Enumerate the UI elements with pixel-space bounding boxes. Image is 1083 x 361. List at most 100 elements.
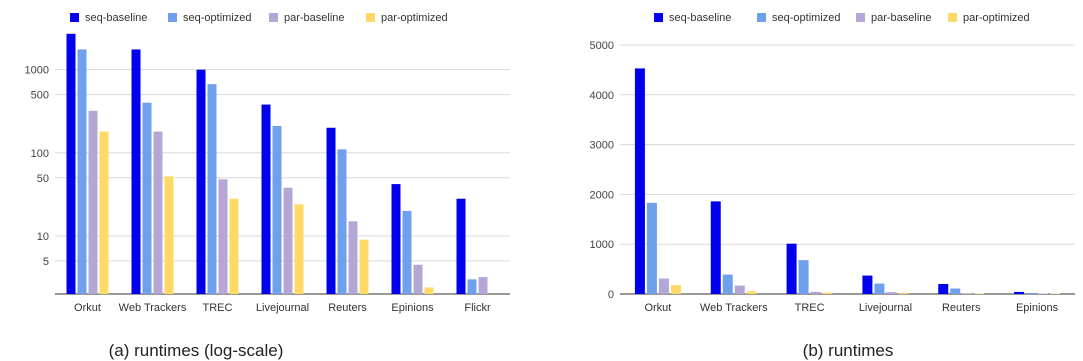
bar-reuters-par-optimized (974, 293, 985, 294)
legend-label-seq-optimized: seq-optimized (772, 12, 840, 24)
x-tick-label-reuters: Reuters (328, 302, 367, 314)
x-tick-label-orkut: Orkut (644, 302, 671, 314)
bar-orkut-seq-baseline (634, 68, 645, 294)
bar-epinions-par-optimized (1050, 293, 1061, 294)
bar-web-trackers-par-optimized (164, 176, 174, 294)
bar-reuters-seq-baseline (938, 284, 949, 294)
legend-swatch-seq-baseline (70, 13, 79, 22)
bar-trec-par-baseline (810, 291, 821, 294)
bar-reuters-seq-optimized (337, 149, 347, 294)
x-axis-b: Orkut Web Trackers TREC Livejournal Reuters E… (644, 302, 1058, 314)
bar-trec-par-optimized (229, 198, 239, 294)
legend-swatch-seq-baseline (654, 13, 663, 22)
bar-trec-par-optimized (822, 292, 833, 294)
bar-epinions-seq-optimized (402, 210, 412, 294)
x-tick-label-epinions: Epinions (391, 302, 434, 314)
bar-web-trackers-seq-baseline (131, 49, 141, 294)
bar-livejournal-seq-baseline (261, 104, 271, 294)
bar-livejournal-seq-baseline (862, 275, 873, 294)
bar-web-trackers-seq-optimized (142, 102, 152, 295)
bar-trec-par-baseline (218, 179, 228, 294)
bar-orkut-par-baseline (658, 278, 669, 294)
bar-trec-seq-optimized (798, 260, 809, 294)
legend-swatch-par-optimized (366, 13, 375, 22)
legend-label-par-baseline: par-baseline (871, 12, 932, 24)
bar-web-trackers-seq-optimized (722, 274, 733, 294)
x-tick-label-web-trackers: Web Trackers (119, 302, 187, 314)
x-tick-label-trec: TREC (795, 302, 825, 314)
x-tick-label-livejournal: Livejournal (859, 302, 912, 314)
bar-epinions-seq-baseline (1014, 291, 1025, 294)
y-tick-label-100: 100 (31, 148, 49, 160)
caption-b: (b) runtimes (803, 341, 894, 360)
bar-livejournal-seq-optimized (272, 125, 282, 295)
x-tick-label-reuters: Reuters (942, 302, 981, 314)
bar-epinions-par-optimized (424, 287, 434, 294)
legend-swatch-par-baseline (269, 13, 278, 22)
x-axis-a: Orkut Web Trackers TREC Livejournal Reuters E… (74, 302, 491, 314)
bar-livejournal-par-baseline (886, 292, 897, 294)
bar-orkut-par-baseline (88, 110, 98, 294)
bars-b (634, 68, 1061, 294)
y-tick-label-4000: 4000 (590, 90, 614, 102)
y-tick-label-5000: 5000 (590, 40, 614, 52)
bar-epinions-par-baseline (413, 264, 423, 294)
x-tick-label-livejournal: Livejournal (256, 302, 309, 314)
bar-reuters-seq-baseline (326, 127, 336, 294)
chart-runtimes-linear: seq-baseline seq-optimized par-baseline par… (590, 12, 1075, 360)
chart-runtimes-log-scale: seq-baseline seq-optimized par-baseline par… (25, 12, 510, 360)
legend-label-seq-optimized: seq-optimized (183, 12, 251, 24)
gridlines-a (55, 69, 510, 295)
legend-a: seq-baseline seq-optimized par-baseline par… (70, 12, 448, 24)
bar-flickr-par-baseline (478, 277, 488, 294)
bar-orkut-par-optimized (99, 131, 109, 294)
bar-web-trackers-seq-baseline (710, 201, 721, 294)
legend-label-seq-baseline: seq-baseline (85, 12, 147, 24)
bar-reuters-par-baseline (962, 293, 973, 294)
bar-flickr-seq-optimized (467, 279, 477, 294)
legend-label-par-baseline: par-baseline (284, 12, 345, 24)
bar-reuters-par-optimized (359, 239, 369, 294)
y-tick-label-5: 5 (43, 256, 49, 268)
legend-swatch-par-optimized (948, 13, 957, 22)
legend-swatch-par-baseline (856, 13, 865, 22)
bars-a (66, 33, 488, 295)
bar-web-trackers-par-optimized (746, 291, 757, 294)
y-tick-label-3000: 3000 (590, 140, 614, 152)
x-tick-label-web-trackers: Web Trackers (700, 302, 768, 314)
gridlines-b (620, 44, 1075, 295)
legend-swatch-seq-optimized (168, 13, 177, 22)
bar-web-trackers-par-baseline (734, 285, 745, 294)
bar-trec-seq-baseline (786, 243, 797, 294)
bar-orkut-par-optimized (670, 285, 681, 294)
bar-epinions-seq-baseline (391, 184, 401, 294)
bar-livejournal-par-optimized (898, 292, 909, 294)
bar-epinions-par-baseline (1038, 293, 1049, 294)
bar-orkut-seq-optimized (646, 202, 657, 294)
y-tick-label-1000: 1000 (25, 65, 49, 77)
x-tick-label-orkut: Orkut (74, 302, 101, 314)
bar-orkut-seq-optimized (77, 49, 87, 294)
x-tick-label-epinions: Epinions (1016, 302, 1059, 314)
legend-label-par-optimized: par-optimized (381, 12, 448, 24)
bar-trec-seq-optimized (207, 84, 217, 294)
legend-b: seq-baseline seq-optimized par-baseline par… (654, 12, 1030, 24)
y-tick-label-50: 50 (37, 173, 49, 185)
x-tick-label-trec: TREC (203, 302, 233, 314)
x-tick-label-flickr: Flickr (464, 302, 491, 314)
legend-label-seq-baseline: seq-baseline (669, 12, 731, 24)
y-tick-label-1000: 1000 (590, 239, 614, 251)
legend-label-par-optimized: par-optimized (963, 12, 1030, 24)
bar-flickr-seq-baseline (456, 198, 466, 294)
bar-epinions-seq-optimized (1026, 293, 1037, 294)
caption-a: (a) runtimes (log-scale) (109, 341, 284, 360)
y-tick-label-10: 10 (37, 231, 49, 243)
bar-livejournal-par-optimized (294, 204, 304, 294)
y-axis-b: 0 1000 2000 3000 4000 5000 (590, 40, 614, 301)
bar-livejournal-seq-optimized (874, 283, 885, 294)
bar-reuters-par-baseline (348, 221, 358, 294)
bar-orkut-seq-baseline (66, 33, 76, 295)
y-tick-label-0: 0 (608, 289, 614, 301)
y-tick-label-2000: 2000 (590, 189, 614, 201)
